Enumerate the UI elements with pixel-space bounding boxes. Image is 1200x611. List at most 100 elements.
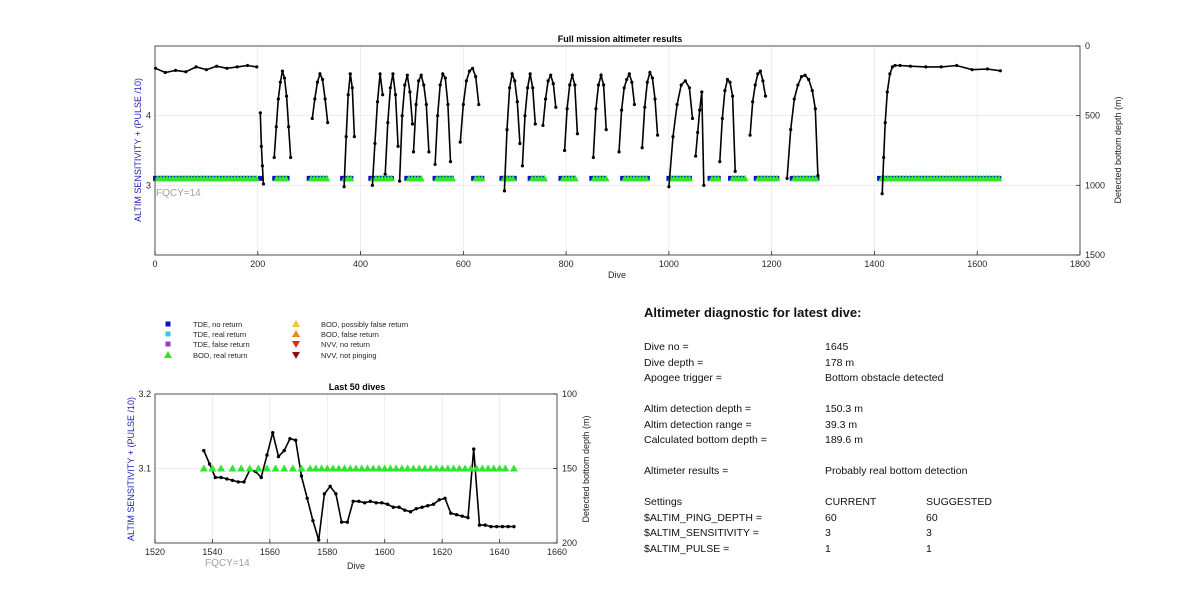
depth-point <box>315 80 319 84</box>
dive-no-value: 1645 <box>825 341 849 353</box>
apogee-value: Bottom obstacle detected <box>825 372 944 384</box>
depth-point <box>362 501 367 505</box>
depth-point <box>510 72 514 76</box>
depth-point <box>225 66 229 70</box>
diag-row-dive-no: Dive no = 1645 <box>644 340 1184 356</box>
depth-point <box>505 128 509 132</box>
depth-point <box>294 438 298 442</box>
depth-point <box>694 154 698 158</box>
bod-real-return-marker <box>352 464 360 472</box>
depth-point <box>326 121 330 125</box>
settings-label: Settings <box>644 496 682 508</box>
bod-real-return-marker <box>541 174 549 182</box>
depth-point <box>885 90 889 94</box>
diag-row-results: Altimeter results = Probably real bottom… <box>644 464 1184 480</box>
depth-point <box>443 76 447 80</box>
depth-point <box>446 102 450 107</box>
depth-point <box>408 90 412 94</box>
depth-line <box>343 73 356 187</box>
tde-no-return-marker <box>753 175 759 181</box>
depth-point <box>495 524 499 529</box>
depth-point <box>653 97 657 101</box>
depth-point <box>483 523 487 527</box>
bod-real-return-marker <box>449 464 458 472</box>
depth-line <box>668 79 694 187</box>
setting-suggested: 3 <box>926 527 932 539</box>
bod-real-return-marker <box>438 464 447 472</box>
depth-point <box>204 68 208 72</box>
bod-real-return-marker <box>306 464 315 472</box>
depth-point <box>383 172 387 176</box>
calculated-bottom-depth-label: Calculated bottom depth = <box>644 434 767 446</box>
depth-point <box>591 155 595 160</box>
depth-point <box>271 431 275 435</box>
full-mission-x-label: Dive <box>608 270 626 280</box>
depth-point <box>449 511 453 515</box>
depth-point <box>520 164 525 168</box>
bod-real-return-marker <box>571 174 579 182</box>
bod-real-return-marker <box>334 464 343 472</box>
depth-line <box>503 70 521 191</box>
altim-detection-depth-label: Altim detection depth = <box>644 403 752 415</box>
bod-real-return-marker <box>374 464 383 472</box>
depth-point <box>287 125 291 129</box>
depth-point <box>461 102 465 107</box>
bod-real-return-marker <box>489 464 498 472</box>
depth-point <box>594 107 598 111</box>
right-tick-label: 100 <box>562 389 577 399</box>
depth-point <box>551 82 555 86</box>
dive-no-label: Dive no = <box>644 341 689 353</box>
depth-point <box>284 94 289 98</box>
depth-point <box>617 150 621 154</box>
depth-point <box>391 72 395 76</box>
x-tick-label: 1540 <box>202 547 222 557</box>
depth-point <box>328 484 332 489</box>
bod-real-return-marker <box>417 174 425 182</box>
x-tick-label: 1800 <box>1070 259 1090 269</box>
bod-real-return-marker <box>217 464 226 472</box>
depth-point <box>720 116 724 121</box>
depth-point <box>753 83 757 87</box>
tde-no-return-marker <box>432 175 438 181</box>
depth-point <box>213 475 217 480</box>
depth-point <box>723 88 727 93</box>
depth-point <box>554 105 558 109</box>
x-tick-label: 1600 <box>375 547 395 557</box>
full-mission-x-ticks: 0 200 400 600 800 1000 1200 1400 1600 1800 <box>152 251 1090 269</box>
depth-point <box>477 102 481 107</box>
setting-name: $ALTIM_SENSITIVITY = <box>644 527 759 539</box>
depth-point <box>748 133 752 137</box>
bod-real-return-marker <box>311 464 320 472</box>
depth-point <box>645 80 649 84</box>
depth-point <box>219 475 223 480</box>
legend-square-marker <box>165 341 171 347</box>
depth-point <box>807 77 811 82</box>
last-50-dives-chart-title: Last 50 dives <box>329 382 386 392</box>
depth-point <box>758 69 762 73</box>
depth-point <box>403 508 407 512</box>
depth-point <box>679 83 683 87</box>
depth-point <box>756 72 760 76</box>
depth-line <box>542 73 557 126</box>
depth-point <box>513 79 517 83</box>
bod-real-return-marker <box>509 464 518 472</box>
bod-real-return-marker <box>357 464 366 472</box>
depth-point <box>718 160 722 164</box>
depth-point <box>443 496 447 500</box>
bod-real-return-marker <box>415 464 424 472</box>
bod-real-return-marker <box>323 174 331 182</box>
left-tick-label: 3.2 <box>138 389 151 399</box>
bod-real-return-marker <box>252 174 260 182</box>
legend-triangle-up-marker <box>164 351 172 358</box>
depth-point <box>683 79 687 83</box>
depth-line <box>203 432 514 541</box>
depth-point <box>398 179 402 183</box>
depth-point <box>417 79 421 83</box>
full-mission-fqcy-annotation: FQCY=14 <box>156 188 201 199</box>
bod-real-return-marker <box>995 174 1003 182</box>
x-tick-label: 1560 <box>260 547 280 557</box>
depth-point <box>460 514 464 518</box>
depth-point <box>573 83 577 87</box>
tde-no-return-marker <box>404 175 410 181</box>
